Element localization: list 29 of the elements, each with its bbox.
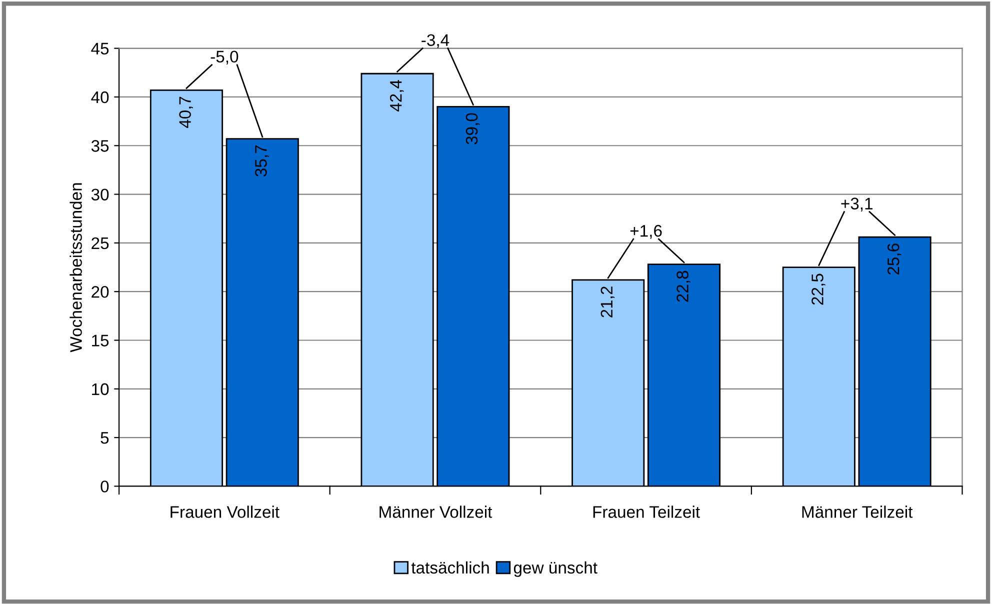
y-tick-label: 40: [91, 91, 109, 104]
y-tick-label: 30: [91, 188, 109, 200]
data-label: 42,4: [390, 80, 404, 112]
annotation: +1,6: [630, 224, 662, 239]
y-tick-label: 5: [100, 432, 109, 444]
y-tick-label: 35: [91, 140, 109, 152]
annotation: -3,4: [422, 34, 450, 48]
data-label: 35,7: [255, 145, 269, 176]
legend-label: tatsächlich: [411, 561, 489, 574]
x-tick-label: Männer Vollzeit: [380, 506, 492, 518]
data-label: 22,8: [676, 270, 690, 302]
y-tick-label: 25: [92, 237, 109, 250]
data-label: 25,6: [887, 244, 902, 275]
annotation: +3,1: [841, 198, 872, 212]
data-label: 21,2: [600, 286, 615, 318]
annotation: -5,0: [210, 50, 238, 65]
data-label: 22,5: [812, 274, 826, 305]
y-tick-label: 10: [92, 383, 109, 396]
y-tick-label: 45: [91, 42, 109, 55]
y-tick-label: 20: [92, 286, 109, 298]
y-tick-label: 0: [100, 480, 109, 492]
x-tick-label: Männer Teilzeit: [802, 506, 913, 518]
data-label: 40,7: [179, 96, 193, 128]
x-tick-label: Frauen Teilzeit: [593, 506, 700, 518]
legend-label: gew ünscht: [514, 561, 598, 577]
y-axis-title: Wochenarbeitsstunden: [70, 183, 82, 352]
data-label: 39,0: [466, 113, 480, 144]
x-tick-label: Frauen Vollzeit: [170, 506, 280, 518]
y-tick-label: 15: [92, 334, 109, 346]
